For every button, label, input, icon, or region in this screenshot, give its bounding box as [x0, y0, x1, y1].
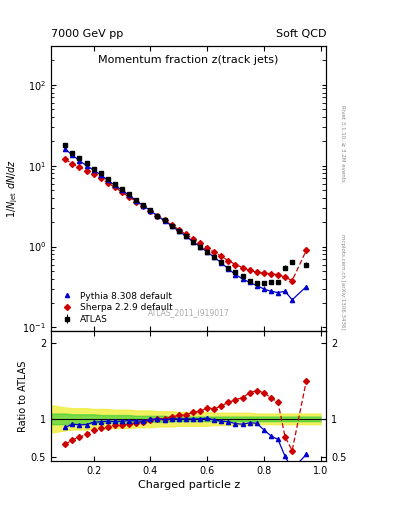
Sherpa 2.2.9 default	[70, 161, 75, 167]
Sherpa 2.2.9 default	[63, 156, 68, 162]
Pythia 8.308 default	[77, 158, 82, 164]
Sherpa 2.2.9 default	[247, 267, 252, 273]
Sherpa 2.2.9 default	[119, 189, 124, 195]
Sherpa 2.2.9 default	[290, 278, 294, 284]
Sherpa 2.2.9 default	[134, 199, 138, 205]
Legend: Pythia 8.308 default, Sherpa 2.2.9 default, ATLAS: Pythia 8.308 default, Sherpa 2.2.9 defau…	[55, 289, 175, 327]
Pythia 8.308 default	[162, 218, 167, 224]
Sherpa 2.2.9 default	[268, 271, 273, 277]
Sherpa 2.2.9 default	[105, 180, 110, 186]
Pythia 8.308 default	[112, 182, 117, 188]
Text: Soft QCD: Soft QCD	[276, 29, 326, 39]
Pythia 8.308 default	[254, 283, 259, 289]
Sherpa 2.2.9 default	[77, 164, 82, 170]
Pythia 8.308 default	[169, 223, 174, 229]
Sherpa 2.2.9 default	[176, 226, 181, 232]
Pythia 8.308 default	[240, 275, 245, 282]
Pythia 8.308 default	[191, 239, 195, 245]
Sherpa 2.2.9 default	[155, 212, 160, 219]
Pythia 8.308 default	[148, 207, 153, 214]
Pythia 8.308 default	[212, 254, 217, 260]
Sherpa 2.2.9 default	[275, 271, 280, 278]
Pythia 8.308 default	[247, 280, 252, 286]
Pythia 8.308 default	[155, 212, 160, 219]
Pythia 8.308 default	[219, 260, 224, 266]
Pythia 8.308 default	[184, 233, 188, 239]
Sherpa 2.2.9 default	[148, 208, 153, 214]
Pythia 8.308 default	[98, 172, 103, 178]
Text: ATLAS_2011_I919017: ATLAS_2011_I919017	[148, 308, 230, 317]
Sherpa 2.2.9 default	[205, 245, 209, 251]
Sherpa 2.2.9 default	[162, 218, 167, 224]
Text: mcplots.cern.ch [arXiv:1306.3436]: mcplots.cern.ch [arXiv:1306.3436]	[340, 234, 345, 329]
Sherpa 2.2.9 default	[219, 253, 224, 259]
Sherpa 2.2.9 default	[283, 274, 287, 280]
Text: 7000 GeV pp: 7000 GeV pp	[51, 29, 123, 39]
Sherpa 2.2.9 default	[233, 262, 238, 268]
Pythia 8.308 default	[275, 289, 280, 295]
Sherpa 2.2.9 default	[184, 231, 188, 237]
Sherpa 2.2.9 default	[191, 236, 195, 242]
Pythia 8.308 default	[233, 271, 238, 278]
Pythia 8.308 default	[141, 203, 146, 209]
Y-axis label: $1/N_\mathrm{jet}\ dN/dz$: $1/N_\mathrm{jet}\ dN/dz$	[5, 159, 20, 218]
Pythia 8.308 default	[91, 167, 96, 173]
Sherpa 2.2.9 default	[84, 168, 89, 174]
Pythia 8.308 default	[105, 177, 110, 183]
Text: Rivet 3.1.10, ≥ 3.2M events: Rivet 3.1.10, ≥ 3.2M events	[340, 105, 345, 182]
Pythia 8.308 default	[205, 249, 209, 255]
Pythia 8.308 default	[226, 266, 231, 272]
Sherpa 2.2.9 default	[261, 270, 266, 276]
Pythia 8.308 default	[176, 228, 181, 234]
Sherpa 2.2.9 default	[91, 172, 96, 178]
Pythia 8.308 default	[283, 288, 287, 294]
Pythia 8.308 default	[127, 192, 131, 198]
Pythia 8.308 default	[70, 152, 75, 158]
Sherpa 2.2.9 default	[198, 240, 202, 246]
Pythia 8.308 default	[84, 162, 89, 168]
Sherpa 2.2.9 default	[141, 203, 146, 209]
Pythia 8.308 default	[198, 244, 202, 250]
Sherpa 2.2.9 default	[240, 265, 245, 271]
Pythia 8.308 default	[290, 297, 294, 303]
Pythia 8.308 default	[134, 198, 138, 204]
Sherpa 2.2.9 default	[226, 258, 231, 264]
Pythia 8.308 default	[119, 187, 124, 194]
Sherpa 2.2.9 default	[127, 194, 131, 200]
Sherpa 2.2.9 default	[98, 175, 103, 181]
Text: Momentum fraction z(track jets): Momentum fraction z(track jets)	[99, 55, 279, 65]
Sherpa 2.2.9 default	[304, 247, 309, 253]
Line: Pythia 8.308 default: Pythia 8.308 default	[63, 147, 309, 302]
Sherpa 2.2.9 default	[169, 222, 174, 228]
X-axis label: Charged particle z: Charged particle z	[138, 480, 240, 490]
Sherpa 2.2.9 default	[212, 249, 217, 255]
Pythia 8.308 default	[268, 288, 273, 294]
Y-axis label: Ratio to ATLAS: Ratio to ATLAS	[18, 360, 28, 432]
Pythia 8.308 default	[304, 284, 309, 290]
Sherpa 2.2.9 default	[254, 269, 259, 275]
Pythia 8.308 default	[63, 146, 68, 152]
Sherpa 2.2.9 default	[112, 184, 117, 190]
Line: Sherpa 2.2.9 default: Sherpa 2.2.9 default	[63, 157, 309, 283]
Pythia 8.308 default	[261, 286, 266, 292]
